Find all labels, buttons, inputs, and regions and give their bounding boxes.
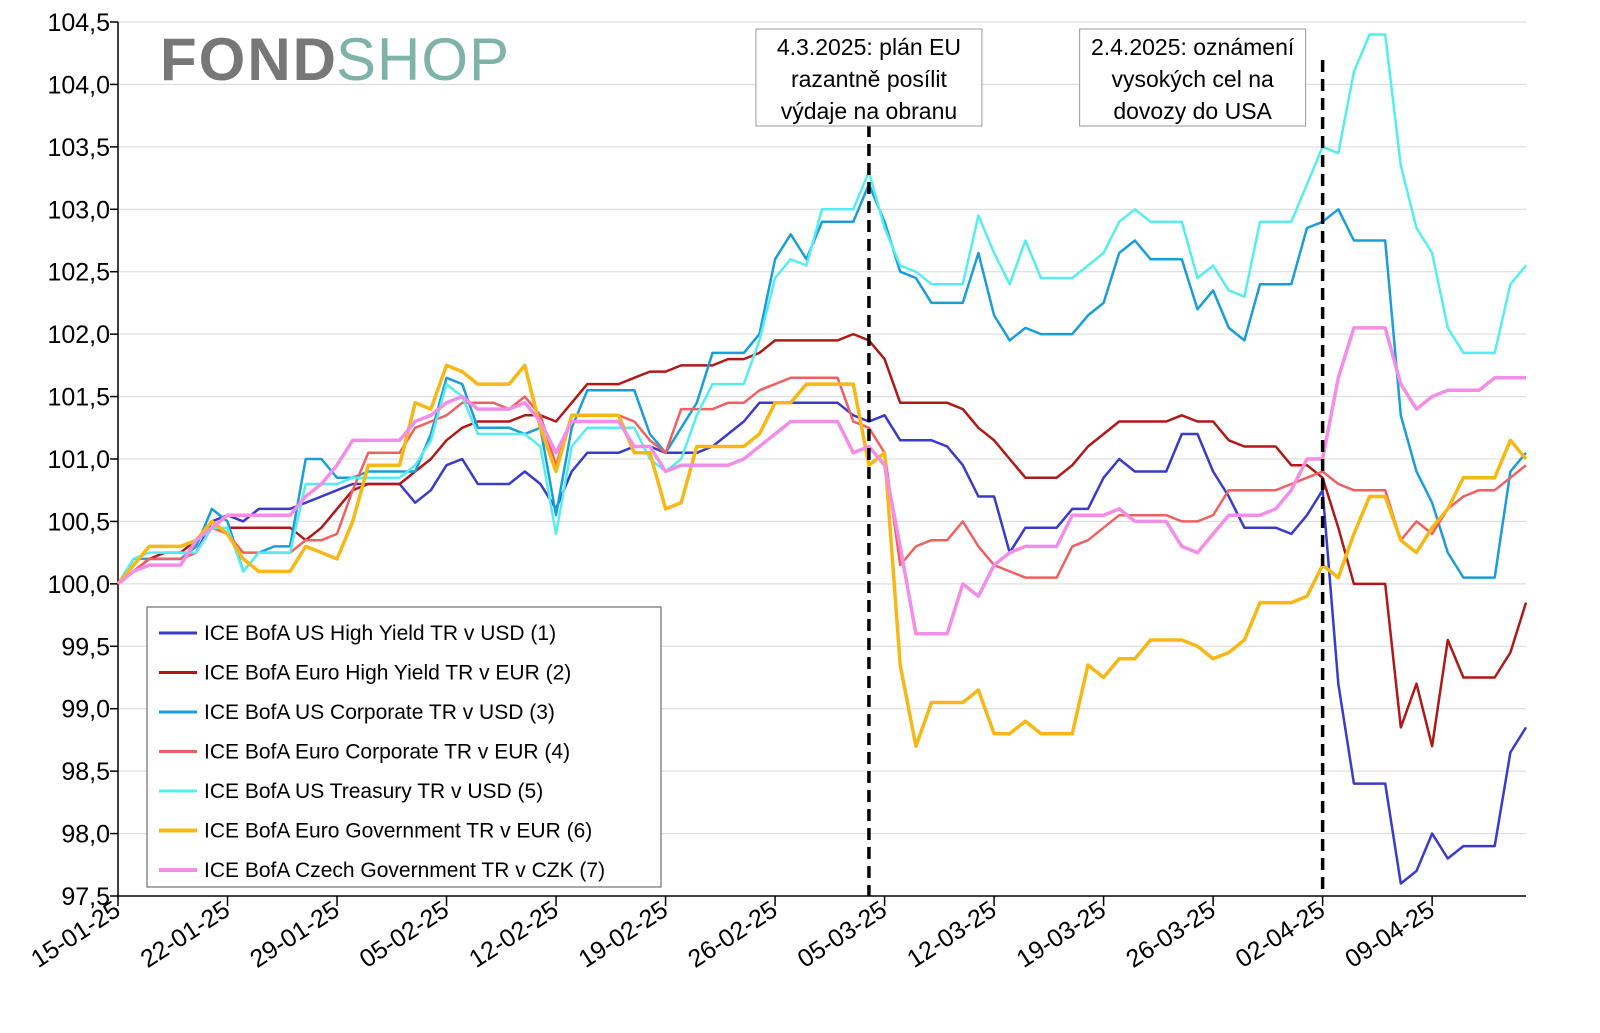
- y-tick-label: 100,0: [47, 571, 110, 599]
- legend-box: [146, 606, 662, 888]
- series-line-6: [116, 363, 1528, 748]
- logo-part-2: SHOP: [336, 26, 510, 93]
- y-tick-label: 97,5: [61, 883, 110, 911]
- series-line-4: [117, 376, 1527, 585]
- y-tick-label: 99,5: [61, 633, 110, 661]
- y-tick-label: 99,0: [61, 696, 110, 724]
- legend-label-4: ICE BofA Euro Corporate TR v EUR (4): [204, 741, 570, 764]
- y-tick-label: 103,5: [47, 134, 110, 162]
- logo-part-1: FOND: [160, 26, 338, 93]
- fondshop-logo: FOND SHOP: [160, 26, 510, 93]
- y-tick-label: 101,5: [47, 384, 110, 412]
- annotations: 4.3.2025: plán EU razantně posílit výdaje …: [755, 28, 1325, 896]
- legend-label-5: ICE BofA US Treasury TR v USD (5): [204, 780, 543, 803]
- annotation-text-2-line-2: vysokých cel na: [1111, 66, 1274, 92]
- legend: ICE BofA US High Yield TR v USD (1) ICE B…: [146, 606, 662, 888]
- annotation-text-1-line-3: výdaje na obranu: [781, 98, 957, 124]
- y-tick-label: 100,5: [47, 508, 110, 536]
- y-tick-label: 102,5: [47, 259, 110, 287]
- annotation-text-1-line-1: 4.3.2025: plán EU: [777, 34, 961, 60]
- y-tick-label: 102,0: [47, 321, 110, 349]
- y-tick-label: 98,0: [61, 821, 110, 849]
- y-axis-ticks: 97,5 98,0 98,5 99,0 99,5 100,0 100,5 101,0 101,5…: [47, 9, 110, 911]
- annotation-text-1-line-2: razantně posílit: [791, 66, 948, 92]
- annotation-text-2-line-3: dovozy do USA: [1113, 98, 1272, 124]
- y-tick-label: 101,0: [47, 446, 110, 474]
- legend-label-7: ICE BofA Czech Government TR v CZK (7): [204, 859, 605, 882]
- annotation-box-1: [755, 28, 983, 127]
- annotation-box-2: [1079, 28, 1307, 127]
- axes: [110, 21, 1526, 906]
- legend-label-2: ICE BofA Euro High Yield TR v EUR (2): [204, 662, 571, 685]
- y-tick-label: 104,5: [47, 9, 110, 37]
- y-tick-label: 98,5: [61, 758, 110, 786]
- legend-label-3: ICE BofA US Corporate TR v USD (3): [204, 701, 555, 724]
- y-tick-label: 103,0: [47, 196, 110, 224]
- series-line-5: [116, 33, 1527, 585]
- series-line-7: [116, 326, 1526, 636]
- legend-label-1: ICE BofA US High Yield TR v USD (1): [204, 622, 556, 645]
- annotation-text-2-line-1: 2.4.2025: oznámení: [1091, 34, 1295, 60]
- y-tick-label: 104,0: [47, 71, 110, 99]
- legend-label-6: ICE BofA Euro Government TR v EUR (6): [204, 820, 592, 843]
- series-line-1: [117, 401, 1528, 885]
- series-lines: [116, 33, 1528, 885]
